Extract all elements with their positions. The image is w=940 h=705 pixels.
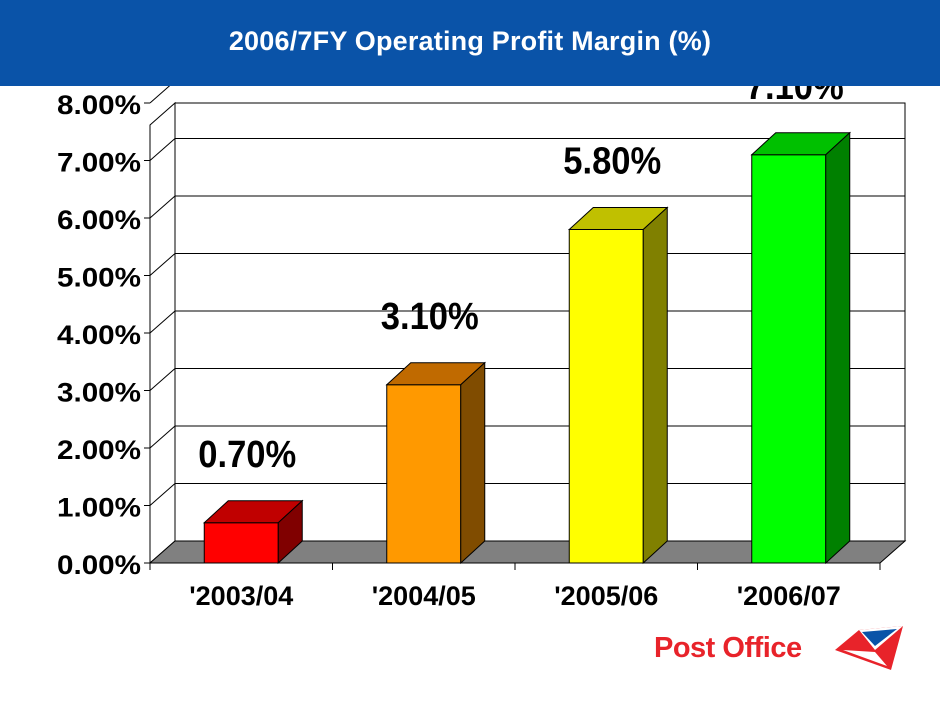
gridline-side: [149, 368, 176, 391]
bar-front: [203, 522, 279, 564]
y-tick-label: 5.00%: [57, 263, 141, 293]
post-office-logo: Post Office: [654, 626, 904, 676]
bar-side: [460, 361, 486, 565]
data-labels: 0.70% 3.10% 5.80% 7.10%: [198, 86, 844, 476]
y-tick-label: 8.00%: [57, 90, 141, 120]
data-label: 0.70%: [198, 434, 296, 476]
bar-front: [751, 154, 827, 564]
y-tick-label: 7.00%: [57, 148, 141, 178]
bar-2: [385, 361, 487, 565]
y-tick-label: 4.00%: [57, 320, 141, 350]
data-label: 3.10%: [381, 296, 479, 338]
y-tick-label: 2.00%: [57, 435, 141, 465]
gridline-side: [149, 483, 176, 506]
x-axis-tick-labels: '2003/04 '2004/05 '2005/06 '2006/07: [189, 581, 841, 611]
post-office-envelope-arrow-icon: [835, 626, 903, 670]
logo-text: Post Office: [654, 632, 802, 664]
y-tick-label: 1.00%: [57, 493, 141, 523]
gridline-side: [149, 310, 176, 334]
x-tick-label: '2003/04: [189, 581, 293, 611]
y-tick-label: 0.00%: [57, 550, 141, 580]
gridline-side: [149, 253, 176, 276]
bar-4: [750, 131, 852, 565]
gridline-side: [149, 138, 176, 161]
x-tick-label: '2004/05: [372, 581, 476, 611]
bar-front: [386, 384, 462, 564]
bar-side: [825, 131, 851, 565]
chart-bars: [202, 131, 852, 565]
x-tick-label: '2006/07: [737, 581, 841, 611]
y-tick-label: 6.00%: [57, 205, 141, 235]
y-axis-tick-labels: 0.00% 1.00% 2.00% 3.00% 4.00% 5.00% 6.00% 7.00%…: [57, 90, 141, 580]
data-label: 5.80%: [563, 141, 661, 183]
y-tick-label: 3.00%: [57, 378, 141, 408]
gridline-side: [149, 195, 176, 219]
bar-side: [642, 206, 668, 565]
bar-3: [567, 206, 669, 565]
bar-1: [202, 499, 304, 565]
x-tick-label: '2005/06: [554, 581, 658, 611]
slide-header: 2006/7FY Operating Profit Margin (%): [0, 0, 940, 86]
bar-front: [568, 229, 644, 564]
gridline-side: [149, 425, 176, 449]
slide-title: 2006/7FY Operating Profit Margin (%): [228, 26, 712, 56]
gridline-side: [149, 86, 171, 104]
data-label: 7.10%: [746, 86, 844, 108]
bar-side: [277, 499, 303, 565]
profit-margin-chart: 0.00% 1.00% 2.00% 3.00% 4.00% 5.00% 6.00% 7.00%…: [57, 86, 907, 611]
